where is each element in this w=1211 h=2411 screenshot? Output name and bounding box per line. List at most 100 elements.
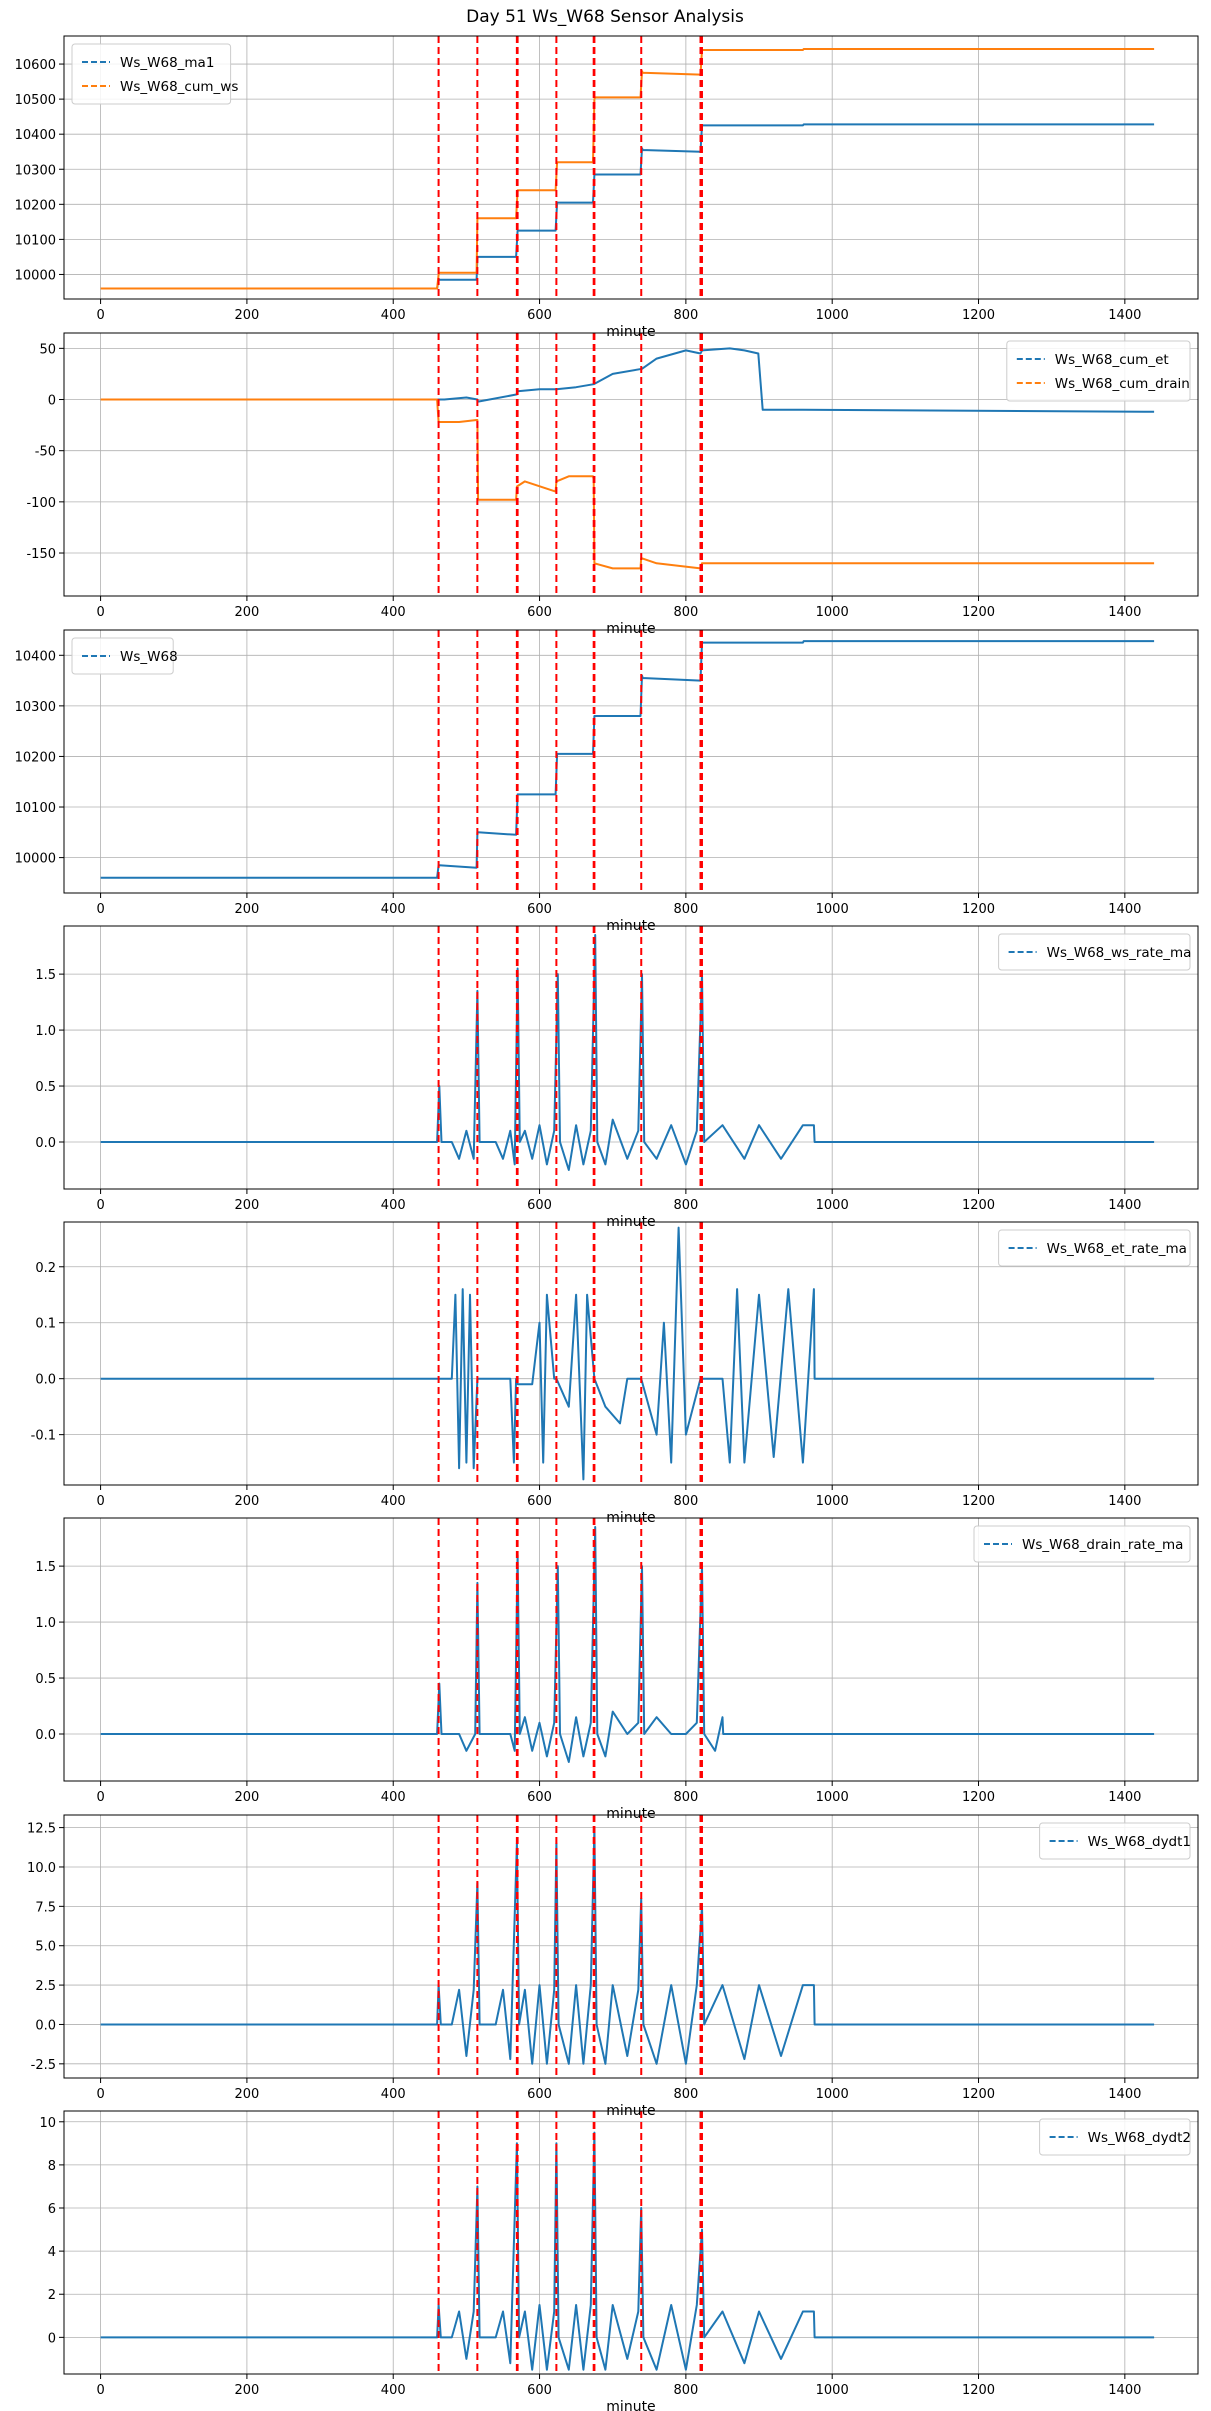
- y-tick-label: 10500: [15, 93, 56, 108]
- y-tick-label: 1.5: [35, 968, 56, 983]
- legend-box: [998, 933, 1191, 971]
- x-tick-label: 1200: [962, 902, 995, 917]
- x-tick-label: 600: [527, 902, 552, 917]
- subplot-4: 0 200 400 600 800 1000 1200 1400minute0.00.51.0…: [35, 925, 1199, 1230]
- legend-label: Ws_W68_ws_rate_ma: [1047, 945, 1192, 961]
- axes-frame: [63, 1221, 1199, 1486]
- y-tick-label: 12.5: [27, 1822, 56, 1837]
- legend-label: Ws_W68_ma1: [120, 55, 214, 71]
- legend-label: Ws_W68_drain_rate_ma: [1022, 1537, 1183, 1553]
- y-tick-label: 50: [39, 342, 56, 357]
- x-tick-label: 600: [527, 605, 552, 620]
- x-tick-label: 0: [96, 1494, 104, 1509]
- x-tick-label: 400: [381, 902, 406, 917]
- y-tick-label: 1.5: [35, 1560, 56, 1575]
- y-tick-label: 0.0: [35, 1136, 56, 1151]
- x-tick-label: 800: [673, 2383, 698, 2398]
- y-tick-label: 2.5: [35, 1979, 56, 1994]
- y-tick-label: 6: [48, 2202, 56, 2217]
- y-tick-label: 7.5: [35, 1900, 56, 1915]
- y-tick-label: 0: [48, 394, 56, 409]
- x-tick-label: 200: [234, 1790, 259, 1805]
- y-tick-label: 2: [48, 2288, 56, 2303]
- x-tick-label: 1400: [1108, 1790, 1141, 1805]
- legend-label: Ws_W68_cum_drain: [1055, 376, 1190, 392]
- y-tick-label: 0.0: [35, 2018, 56, 2033]
- x-tick-label: 400: [381, 2087, 406, 2102]
- y-tick-label: 0.5: [35, 1672, 56, 1687]
- x-tick-label: 1200: [962, 308, 995, 323]
- x-tick-label: 0: [96, 1790, 104, 1805]
- series-line-Ws_W68_et_rate_ma: [100, 1226, 1155, 1481]
- legend: Ws_W68_ws_rate_ma: [998, 933, 1192, 971]
- x-tick-label: 1000: [816, 2087, 849, 2102]
- x-tick-label: 1400: [1108, 902, 1141, 917]
- legend-box: [71, 43, 232, 105]
- y-tick-label: 8: [48, 2159, 56, 2174]
- x-tick-label: 800: [673, 605, 698, 620]
- subplot-2: 0 200 400 600 800 1000 1200 1400 minute -150 -100 -…: [26, 332, 1199, 637]
- x-tick-label: 1200: [962, 1790, 995, 1805]
- x-tick-label: 0: [96, 2087, 104, 2102]
- x-tick-label: 1000: [816, 605, 849, 620]
- y-tick-label: 10200: [15, 750, 56, 765]
- axes-frame: [63, 2110, 1199, 2375]
- y-tick-label: -150: [26, 547, 56, 562]
- x-tick-label: 400: [381, 2383, 406, 2398]
- y-tick-label: 10300: [15, 163, 56, 178]
- y-tick-label: -50: [35, 445, 56, 460]
- subplot-5: 0 200 400 600 800 1000 1200 1400minute-0.10.00.…: [31, 1221, 1199, 1526]
- legend-label: Ws_W68_dydt1: [1088, 1834, 1191, 1850]
- x-tick-label: 1200: [962, 605, 995, 620]
- subplot-8: 0 200 400 600 800 1000 1200 1400 minute 0 2 4 6 8 10 Ws…: [39, 2110, 1199, 2411]
- legend-box: [71, 637, 174, 675]
- x-tick-label: 1400: [1108, 1198, 1141, 1213]
- x-tick-label: 1400: [1108, 308, 1141, 323]
- subplot-1: 0 200 400 600 800 1000 1200 1400 minute 10000 1010…: [15, 35, 1199, 340]
- y-tick-label: 10000: [15, 852, 56, 867]
- x-tick-label: 800: [673, 902, 698, 917]
- x-tick-label: 1000: [816, 1790, 849, 1805]
- x-tick-label: 0: [96, 1198, 104, 1213]
- x-tick-label: 1400: [1108, 2087, 1141, 2102]
- y-tick-label: 10100: [15, 233, 56, 248]
- legend-label: Ws_W68_et_rate_ma: [1047, 1241, 1187, 1257]
- y-tick-label: -2.5: [31, 2058, 56, 2073]
- y-tick-label: 4: [48, 2245, 56, 2260]
- x-axis-label: minute: [606, 621, 655, 637]
- legend-box: [1039, 2118, 1191, 2156]
- x-tick-label: 0: [96, 605, 104, 620]
- legend: Ws_W68_dydt1: [1039, 1822, 1191, 1860]
- legend-label: Ws_W68_cum_ws: [120, 79, 238, 95]
- series-line-Ws_W68_dydt2: [100, 2131, 1155, 2371]
- figure-title: Day 51 Ws_W68 Sensor Analysis: [466, 7, 744, 27]
- x-tick-label: 800: [673, 1494, 698, 1509]
- x-tick-label: 400: [381, 1790, 406, 1805]
- axes-frame: [63, 925, 1199, 1190]
- axes-frame: [63, 629, 1199, 894]
- legend-box: [998, 1229, 1191, 1267]
- x-tick-label: 800: [673, 308, 698, 323]
- axes-frame: [63, 1517, 1199, 1782]
- axes-frame: [63, 1814, 1199, 2079]
- axes-frame: [63, 35, 1199, 300]
- y-tick-label: 0.5: [35, 1080, 56, 1095]
- y-tick-label: 10300: [15, 700, 56, 715]
- legend: Ws_W68_cum_et Ws_W68_cum_drain: [1006, 340, 1191, 402]
- axes-frame: [63, 332, 1199, 597]
- x-tick-label: 600: [527, 1790, 552, 1805]
- x-tick-label: 600: [527, 2087, 552, 2102]
- subplot-7: 0 200 400 600 800 1000 1200 1400minute-2.50.02.…: [27, 1814, 1199, 2119]
- x-axis-label: minute: [606, 324, 655, 340]
- x-tick-label: 200: [234, 605, 259, 620]
- legend-label: Ws_W68_cum_et: [1055, 352, 1169, 368]
- y-tick-label: 10100: [15, 801, 56, 816]
- y-tick-label: 0.0: [35, 1728, 56, 1743]
- x-tick-label: 1200: [962, 2383, 995, 2398]
- y-tick-label: 0: [48, 2331, 56, 2346]
- x-tick-label: 1400: [1108, 2383, 1141, 2398]
- y-tick-label: 10400: [15, 128, 56, 143]
- legend-label: Ws_W68_dydt2: [1088, 2130, 1191, 2146]
- subplot-3: 0 200 400 600 800 1000 1200 1400minute100001010…: [15, 629, 1199, 934]
